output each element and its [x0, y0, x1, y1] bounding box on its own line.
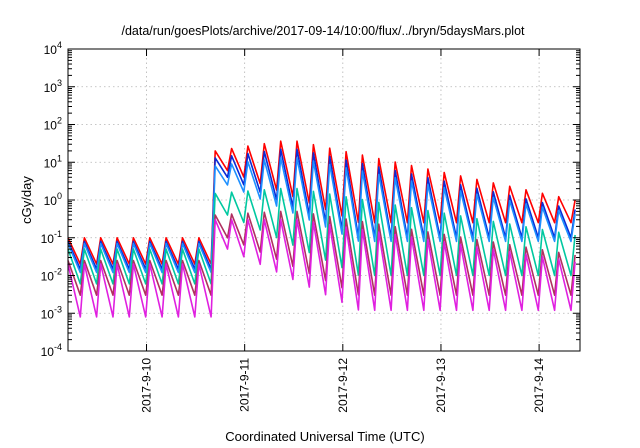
- axis-ticks: [68, 48, 580, 352]
- y-tick-label: 10-4: [41, 342, 62, 359]
- y-tick-label: 10-3: [41, 304, 62, 321]
- series-layer: [67, 140, 576, 318]
- x-tick-label: 2017-9-10: [140, 358, 154, 413]
- x-tick-label: 2017-9-14: [532, 358, 546, 413]
- y-axis-tick-labels: 10-4 10-3 10-2 10-1 100 101 102 103 104: [41, 40, 62, 359]
- y-tick-label: 104: [44, 40, 62, 57]
- series-line-5: [67, 218, 576, 318]
- x-tick-label: 2017-9-13: [434, 358, 448, 413]
- x-axis-label: Coordinated Universal Time (UTC): [225, 429, 424, 444]
- chart-title: /data/run/goesPlots/archive/2017-09-14/1…: [121, 24, 525, 38]
- series-line-3: [67, 187, 576, 285]
- y-tick-label: 100: [44, 191, 62, 208]
- grid: [68, 49, 580, 351]
- series-line-2: [67, 157, 576, 274]
- series-line-4: [67, 210, 576, 296]
- x-tick-label: 2017-9-11: [238, 358, 252, 412]
- y-axis-label: cGy/day: [19, 176, 34, 224]
- x-tick-label: 2017-9-12: [336, 358, 350, 413]
- y-tick-label: 10-2: [41, 267, 62, 284]
- y-tick-label: 101: [44, 153, 62, 170]
- y-tick-label: 102: [44, 116, 62, 133]
- y-tick-label: 10-1: [41, 229, 62, 246]
- x-axis-tick-labels: 2017-9-10 2017-9-11 2017-9-12 2017-9-13 2017…: [140, 358, 547, 413]
- y-tick-label: 103: [44, 78, 62, 95]
